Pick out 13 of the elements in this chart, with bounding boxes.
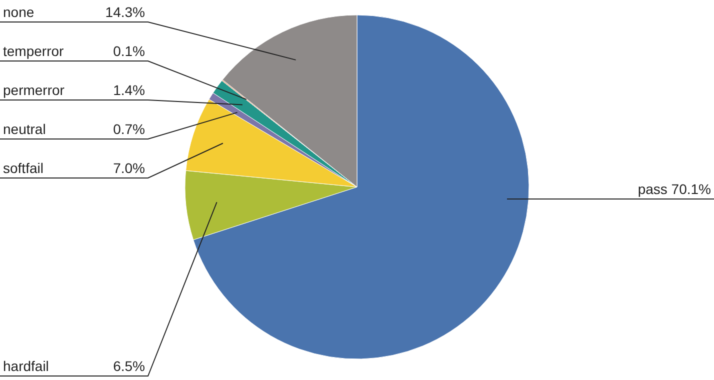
slice-label: permerror	[3, 82, 65, 98]
slice-label: softfail	[3, 160, 44, 176]
data-label: 0.7%	[113, 121, 145, 137]
data-label: 14.3%	[105, 4, 145, 20]
slice-label: neutral	[3, 121, 46, 137]
data-label: 7.0%	[113, 160, 145, 176]
slice-label: none	[3, 4, 34, 20]
slice-label: hardfail	[3, 358, 49, 374]
slice-label: pass 70.1%	[638, 181, 711, 197]
slice-label: temperror	[3, 43, 64, 59]
data-label: 1.4%	[113, 82, 145, 98]
data-label: 6.5%	[113, 358, 145, 374]
data-label: 0.1%	[113, 43, 145, 59]
